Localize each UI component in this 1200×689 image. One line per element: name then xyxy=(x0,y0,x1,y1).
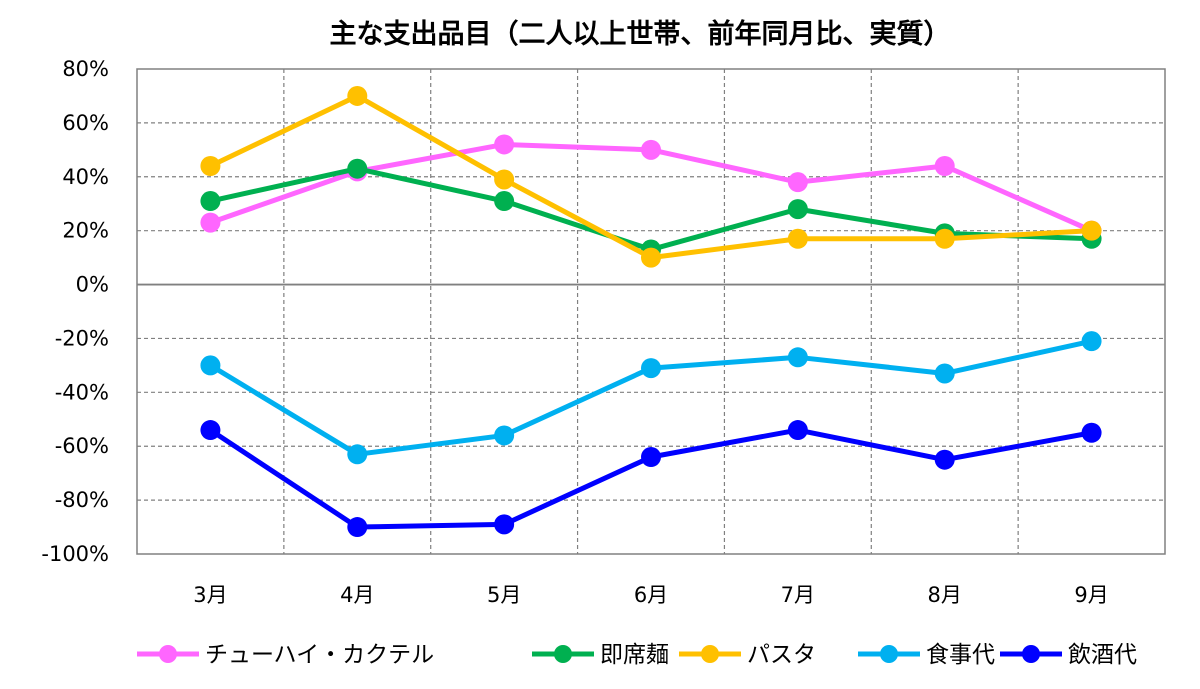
y-tick-label: -40% xyxy=(55,380,109,404)
data-point xyxy=(200,420,221,441)
x-tick-label: 3月 xyxy=(193,583,227,607)
data-point xyxy=(641,247,661,268)
data-point xyxy=(934,363,955,384)
x-tick-label: 5月 xyxy=(487,583,521,607)
y-tick-label: 20% xyxy=(62,219,109,243)
data-point xyxy=(1081,331,1102,352)
series-チューハイ・カクテル xyxy=(200,134,1102,241)
y-tick-label: 80% xyxy=(62,57,109,81)
series-パスタ xyxy=(200,85,1102,268)
x-tick-label: 9月 xyxy=(1074,583,1108,607)
data-point xyxy=(641,447,661,467)
x-tick-label: 6月 xyxy=(634,583,668,607)
y-tick-label: 0% xyxy=(76,273,109,297)
grid xyxy=(136,68,1166,555)
legend-label: 即席麺 xyxy=(600,642,669,668)
data-point xyxy=(787,172,808,193)
data-point xyxy=(200,191,221,212)
legend-item: 飲酒代 xyxy=(1000,642,1137,668)
legend-label: パスタ xyxy=(747,642,816,668)
y-tick-label: 60% xyxy=(62,111,109,135)
legend-label: チューハイ・カクテル xyxy=(205,642,434,668)
legend: チューハイ・カクテル 即席麺 パスタ 食事代 飲酒代 xyxy=(137,642,1137,668)
legend-item: チューハイ・カクテル xyxy=(137,642,434,668)
x-tick-label: 8月 xyxy=(928,583,962,607)
data-point xyxy=(1081,422,1102,443)
y-tick-label: 40% xyxy=(62,165,109,189)
data-point xyxy=(200,156,221,176)
series-食事代 xyxy=(200,331,1102,465)
data-point xyxy=(641,358,661,379)
data-point xyxy=(787,420,808,441)
legend-marker xyxy=(159,645,177,663)
y-tick-label: -20% xyxy=(55,326,109,350)
data-point xyxy=(347,85,368,106)
data-point xyxy=(494,169,515,190)
data-point xyxy=(934,156,955,176)
data-point xyxy=(494,425,515,446)
data-point xyxy=(934,228,955,249)
legend-marker xyxy=(554,645,572,663)
data-point xyxy=(787,228,808,249)
data-point xyxy=(200,212,221,233)
chart-title: 主な支出品目（二人以上世帯、前年同月比、実質） xyxy=(330,18,951,50)
legend-marker xyxy=(880,645,898,663)
y-tick-label: -60% xyxy=(55,434,109,458)
data-point xyxy=(787,347,808,368)
legend-item: 食事代 xyxy=(858,642,995,668)
data-point xyxy=(494,134,515,155)
x-axis: 3月 4月 5月 6月 7月 8月 9月 xyxy=(193,583,1109,607)
legend-item: パスタ xyxy=(679,642,816,668)
legend-marker xyxy=(701,645,719,663)
data-point xyxy=(787,199,808,220)
y-axis: 80% 60% 40% 20% 0% -20% -40% -60% -80% -100% xyxy=(41,57,109,566)
legend-item: 即席麺 xyxy=(532,642,669,668)
x-tick-label: 7月 xyxy=(781,583,815,607)
data-point xyxy=(494,514,515,535)
data-point xyxy=(200,355,221,376)
data-point xyxy=(347,517,368,538)
series-group xyxy=(200,85,1102,538)
data-point xyxy=(347,444,368,465)
data-point xyxy=(494,191,515,212)
data-point xyxy=(934,449,955,470)
data-point xyxy=(641,139,661,160)
series-飲酒代 xyxy=(200,420,1102,538)
legend-label: 飲酒代 xyxy=(1068,642,1137,668)
y-tick-label: -100% xyxy=(41,542,109,566)
plot-border xyxy=(136,68,1166,555)
x-tick-label: 4月 xyxy=(340,583,374,607)
data-point xyxy=(347,158,368,179)
legend-label: 食事代 xyxy=(926,642,995,668)
legend-marker xyxy=(1022,645,1040,663)
y-tick-label: -80% xyxy=(55,488,109,512)
data-point xyxy=(1081,220,1102,241)
